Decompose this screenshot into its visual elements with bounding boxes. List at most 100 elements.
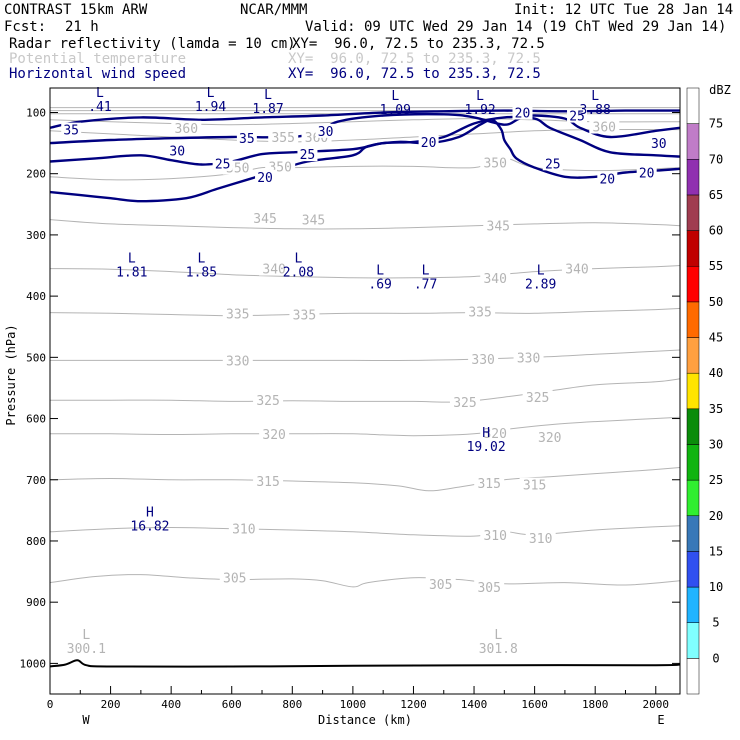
- theta-contour-320: [50, 416, 680, 437]
- x-tick-label: 1200: [400, 698, 427, 711]
- colorbar-tick-label: 40: [709, 366, 723, 380]
- theta-label-bg: [219, 570, 250, 585]
- colorbar-swatch: [686, 372, 700, 410]
- theta-label: 330: [226, 354, 249, 369]
- extremum-type: L: [198, 251, 206, 266]
- x-tick-label: 400: [161, 698, 181, 711]
- wind-label-bg: [648, 136, 669, 151]
- field1-xy: XY= 96.0, 72.5 to 235.3, 72.5: [292, 36, 545, 52]
- theta-label-bg: [222, 306, 253, 321]
- x-tick-label: 2000: [643, 698, 670, 711]
- colorbar-swatch: [686, 622, 700, 659]
- field3-name: Horizontal wind speed: [9, 66, 187, 82]
- wind-contour-25: [50, 115, 680, 166]
- x-tick-label: 1400: [461, 698, 488, 711]
- colorbar-swatch: [686, 408, 700, 445]
- wind-label: 25: [545, 157, 561, 172]
- colorbar-swatch: [686, 658, 700, 695]
- theta-label-bg: [480, 270, 511, 285]
- extremum-type: L: [376, 264, 384, 279]
- extremum-type: L: [128, 251, 136, 266]
- extremum-value: 301.8: [479, 642, 518, 657]
- wind-contour-20: [50, 118, 680, 203]
- theta-label-bg: [171, 120, 202, 135]
- y-tick-label: 600: [26, 413, 46, 426]
- theta-label: 345: [302, 214, 325, 229]
- theta-label: 340: [483, 272, 506, 287]
- theta-label: 320: [538, 431, 561, 446]
- theta-contour-335: [50, 307, 680, 317]
- theta-label-bg: [474, 475, 505, 490]
- wind-label: 20: [421, 136, 437, 151]
- wind-label: 25: [300, 148, 316, 163]
- theta-label: 335: [468, 305, 491, 320]
- extremum-type: L: [476, 89, 484, 104]
- x-tick-label: 1000: [340, 698, 367, 711]
- theta-label: 310: [529, 532, 552, 547]
- theta-label-bg: [483, 218, 514, 233]
- terrain-line: [49, 659, 681, 668]
- theta-label: 325: [453, 396, 476, 411]
- colorbar-tick-label: 20: [709, 509, 723, 523]
- theta-label: 325: [256, 394, 279, 409]
- model-title: CONTRAST 15km ARW: [4, 2, 148, 18]
- theta-label: 335: [226, 307, 249, 322]
- theta-label-bg: [253, 393, 284, 408]
- y-tick-label: 500: [26, 351, 46, 364]
- theta-label-bg: [289, 307, 320, 322]
- colorbar-swatch: [686, 337, 700, 374]
- extremum-type: L: [591, 89, 599, 104]
- extremum-value: 2.08: [283, 265, 314, 280]
- extremum-type: L: [96, 86, 104, 101]
- x-tick-label: 800: [282, 698, 302, 711]
- theta-label-bg: [480, 426, 511, 441]
- colorbar-swatch: [686, 194, 700, 231]
- theta-label-bg: [465, 304, 496, 319]
- theta-label: 315: [256, 475, 279, 490]
- wind-label: 35: [239, 132, 255, 147]
- x-tick-label: 1600: [521, 698, 548, 711]
- theta-label-bg: [268, 129, 299, 144]
- theta-label: 340: [262, 263, 285, 278]
- colorbar-swatch: [686, 551, 700, 588]
- theta-label-bg: [425, 576, 456, 591]
- wind-label-bg: [542, 156, 563, 171]
- theta-label: 315: [523, 479, 546, 494]
- colorbar-tick-label: 0: [712, 651, 719, 665]
- theta-label-bg: [298, 212, 329, 227]
- theta-label: 320: [262, 428, 285, 443]
- wind-label: 20: [639, 166, 655, 181]
- theta-label: 305: [429, 578, 452, 593]
- theta-label-bg: [480, 155, 511, 170]
- colorbar-swatch: [686, 123, 700, 160]
- wind-label-bg: [297, 147, 318, 162]
- colorbar-swatch: [686, 87, 700, 124]
- x-tick-label: 200: [101, 698, 121, 711]
- wind-label: 30: [169, 144, 185, 159]
- extremum-value: 16.82: [130, 519, 169, 534]
- theta-contour-325: [50, 378, 680, 403]
- east-label: E: [657, 713, 664, 727]
- theta-label-bg: [519, 477, 550, 492]
- wind-label-bg: [418, 134, 439, 149]
- theta-contour-350: [50, 157, 680, 181]
- wind-label: 30: [651, 137, 667, 152]
- colorbar-swatch: [686, 515, 700, 552]
- extremum-value: 2.89: [525, 278, 556, 293]
- colorbar-tick-label: 10: [709, 580, 723, 594]
- theta-contour-310: [50, 525, 680, 537]
- theta-label-bg: [259, 426, 290, 441]
- colorbar-tick-label: 55: [709, 259, 723, 273]
- extremum-value: 300.1: [67, 642, 106, 657]
- colorbar-tick-label: 25: [709, 473, 723, 487]
- wind-label-bg: [167, 143, 188, 158]
- init-time: Init: 12 UTC Tue 28 Jan 14: [514, 2, 734, 18]
- colorbar-tick-label: 5: [712, 616, 719, 630]
- colorbar-tick-label: 35: [709, 402, 723, 416]
- extremum-type: L: [422, 264, 430, 279]
- west-label: W: [82, 713, 90, 727]
- extremum-type: L: [294, 251, 302, 266]
- colorbar-swatch: [686, 301, 700, 338]
- theta-label: 360: [593, 121, 616, 136]
- theta-label: 315: [477, 477, 500, 492]
